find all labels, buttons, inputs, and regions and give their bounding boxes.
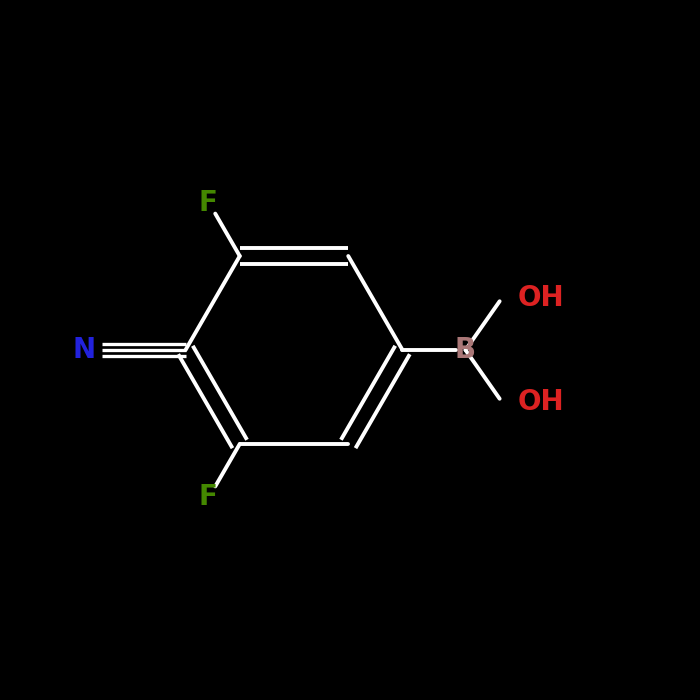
Text: OH: OH [517, 389, 564, 416]
Text: N: N [72, 336, 96, 364]
Text: B: B [455, 336, 476, 364]
Text: F: F [199, 483, 218, 511]
Text: F: F [199, 189, 218, 217]
Text: OH: OH [517, 284, 564, 312]
